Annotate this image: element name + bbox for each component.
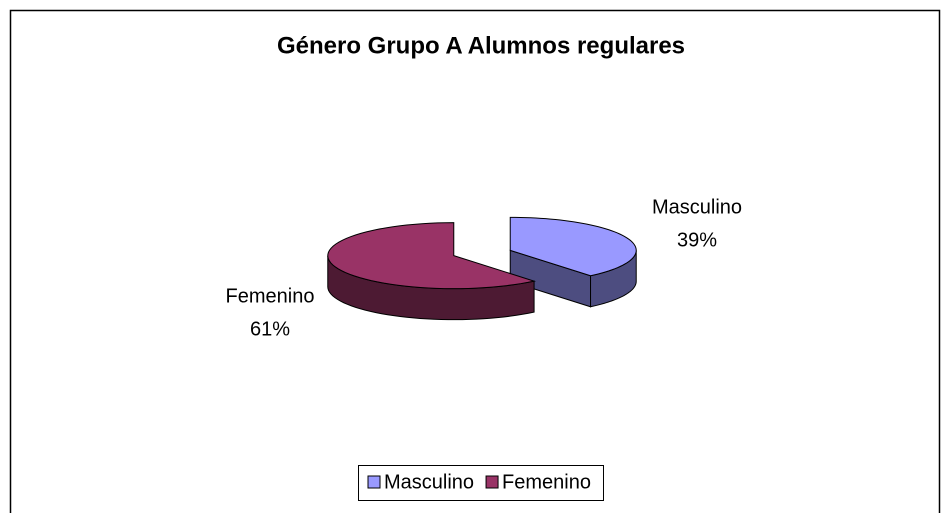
legend: Masculino Femenino: [358, 465, 604, 501]
legend-swatch: [485, 475, 499, 489]
data-label: 61%: [250, 318, 290, 340]
legend-box: [358, 465, 604, 501]
legend-swatch: [367, 475, 381, 489]
data-label-name: Masculino: [652, 196, 742, 218]
data-label: 39%: [677, 229, 717, 251]
legend-label: Femenino: [502, 471, 591, 493]
slice: [327, 222, 537, 290]
slice: [327, 222, 537, 321]
slice: [509, 216, 637, 308]
legend-label: Masculino: [384, 471, 474, 493]
slice: [509, 216, 637, 277]
chart-border: [9, 9, 941, 513]
data-label-name: Femenino: [226, 285, 315, 307]
chart-title: Género Grupo A Alumnos regulares: [277, 32, 685, 59]
